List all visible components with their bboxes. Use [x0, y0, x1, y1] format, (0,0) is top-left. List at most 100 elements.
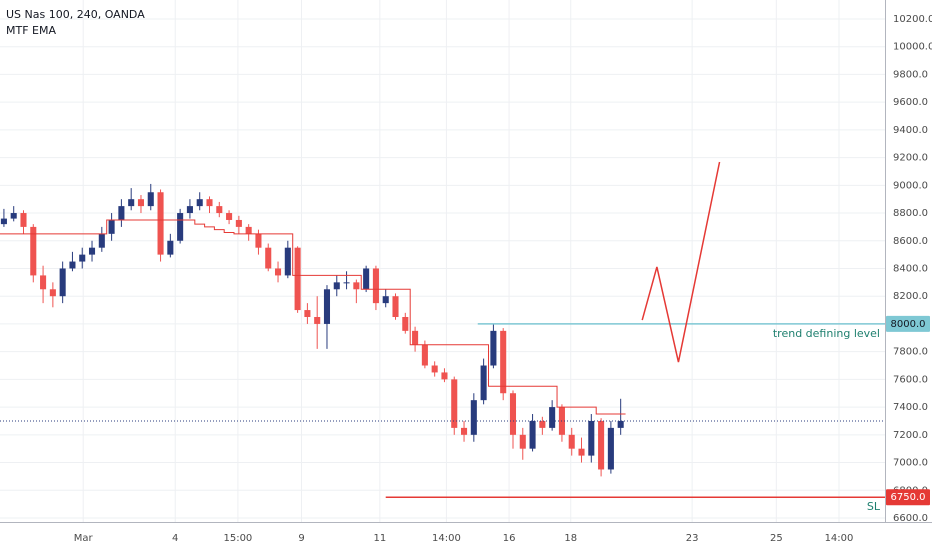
candle-body	[343, 282, 350, 284]
y-tick-label: 8600.0	[893, 236, 928, 247]
candle-body	[196, 199, 203, 207]
y-tick-label: 9200.0	[893, 153, 928, 164]
y-tick-label: 9800.0	[893, 69, 928, 80]
candle-body	[98, 233, 105, 248]
candle-body	[30, 226, 37, 276]
x-tick-label: 4	[172, 533, 178, 544]
y-tick-label: 8400.0	[893, 263, 928, 274]
x-tick-label: 25	[770, 533, 783, 544]
x-tick-label: 11	[373, 533, 386, 544]
candle-body	[245, 226, 252, 234]
candle-body	[617, 420, 624, 428]
candle-body	[333, 282, 340, 290]
y-tick-label: 9600.0	[893, 97, 928, 108]
candle-body	[519, 434, 526, 449]
candle-body	[470, 400, 477, 435]
y-tick-label: 9000.0	[893, 180, 928, 191]
candle-body	[79, 254, 86, 262]
candle-body	[10, 213, 17, 219]
candle-body	[539, 420, 546, 428]
candle-body	[137, 199, 145, 207]
labels: 6600.06800.07000.07200.07400.07600.07800…	[74, 14, 932, 544]
level-text: trend defining level	[773, 327, 880, 340]
y-tick-label: 7000.0	[893, 458, 928, 469]
candle-body	[598, 420, 605, 470]
candle-body	[206, 199, 213, 207]
candle-body	[529, 420, 536, 449]
candle-body	[255, 233, 262, 248]
candle-body	[480, 365, 487, 401]
x-tick-label: 15:00	[223, 533, 252, 544]
candle-body	[500, 330, 507, 394]
candle-body	[314, 316, 321, 324]
level-text: SL	[867, 500, 881, 513]
candle-body	[167, 240, 174, 255]
candle-body	[441, 372, 448, 380]
candle-body	[568, 434, 575, 449]
candle-body	[392, 296, 399, 317]
x-tick-label: 23	[686, 533, 699, 544]
candle-body	[412, 330, 419, 345]
candle-body	[265, 247, 272, 269]
candle-body	[323, 289, 331, 324]
marks	[0, 161, 885, 498]
candle-body	[294, 247, 301, 311]
y-tick-label: 9400.0	[893, 125, 928, 136]
x-tick-label: Mar	[74, 533, 94, 544]
y-tick-label: 6600.0	[893, 513, 928, 524]
candle-body	[363, 268, 370, 290]
x-tick-label: 14:00	[825, 533, 854, 544]
chart-title: US Nas 100, 240, OANDA	[6, 8, 145, 21]
candle-body	[118, 206, 125, 220]
candle-body	[578, 448, 585, 456]
candle-body	[177, 213, 184, 241]
candle-body	[128, 199, 135, 207]
x-tick-label: 18	[564, 533, 577, 544]
y-tick-label: 7200.0	[893, 430, 928, 441]
candle-body	[59, 268, 66, 297]
candle-body	[49, 289, 56, 297]
candle-body	[40, 275, 47, 290]
candle-body	[549, 407, 556, 428]
candle-body	[431, 365, 438, 373]
candle-body	[402, 316, 409, 331]
price-badge-label: 8000.0	[891, 319, 926, 330]
candle-body	[607, 427, 614, 470]
candle-body	[353, 282, 360, 290]
candle-body	[20, 213, 27, 227]
ema-line	[0, 219, 626, 415]
zigzag-drawing	[641, 161, 721, 363]
y-tick-label: 7600.0	[893, 374, 928, 385]
price-badge	[886, 315, 930, 332]
candle-body	[588, 420, 595, 456]
price-badge	[886, 489, 930, 506]
candle-body	[0, 218, 7, 225]
candle-body	[69, 261, 76, 269]
indicator-name: MTF EMA	[6, 24, 56, 37]
candle-body	[147, 192, 154, 207]
y-tick-label: 7800.0	[893, 347, 928, 358]
candle-body	[186, 206, 193, 214]
x-tick-label: 16	[503, 533, 516, 544]
candle-body	[372, 268, 379, 304]
x-tick-label: 14:00	[432, 533, 461, 544]
candle-body	[451, 379, 458, 428]
y-tick-label: 8200.0	[893, 291, 928, 302]
y-tick-label: 10200.0	[893, 14, 932, 25]
candle-body	[157, 192, 164, 255]
candle-body	[461, 427, 468, 435]
candle-body	[509, 393, 517, 435]
candle-body	[235, 219, 242, 227]
candle-body	[88, 247, 96, 255]
price-badge-label: 6750.0	[891, 492, 926, 503]
candle-body	[421, 344, 428, 366]
grid	[0, 0, 885, 522]
y-tick-label: 8800.0	[893, 208, 928, 219]
candle-body	[490, 330, 497, 366]
candle-body	[274, 268, 282, 276]
candle-body	[304, 310, 311, 317]
candle-body	[216, 206, 223, 214]
y-tick-label: 10000.0	[893, 42, 932, 53]
